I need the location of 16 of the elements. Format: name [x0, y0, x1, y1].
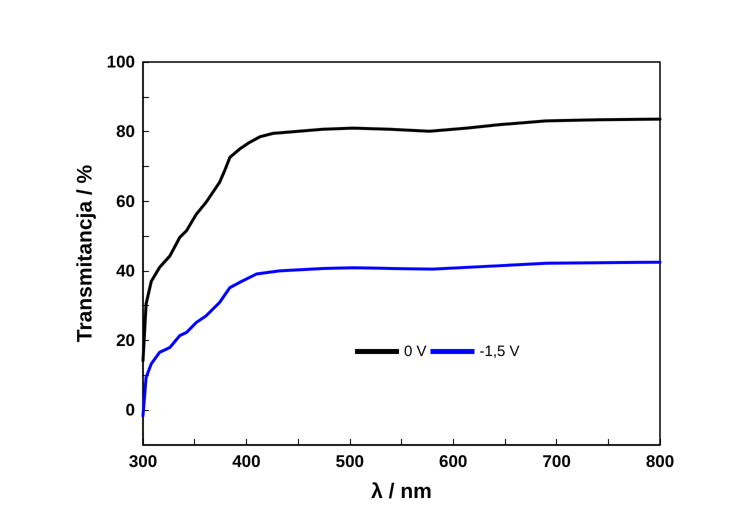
y-tick-label: 100	[106, 52, 135, 72]
y-tick-label: 80	[116, 122, 135, 142]
y-tick-label: 60	[116, 192, 135, 211]
x-axis-title: λ / nm	[371, 480, 432, 503]
x-tick-label: 400	[232, 452, 261, 471]
y-tick-label: 20	[116, 331, 135, 350]
legend-label: 0 V	[404, 343, 427, 360]
legend-label: -1,5 V	[480, 343, 520, 360]
x-tick-label: 800	[646, 452, 674, 471]
x-tick-label: 700	[542, 452, 571, 471]
x-tick-label: 300	[128, 452, 158, 471]
x-tick-label: 500	[336, 452, 364, 471]
y-tick-label: 0	[126, 400, 135, 420]
y-tick-label: 40	[116, 261, 135, 280]
y-axis-title: Transmitancja / %	[74, 164, 97, 342]
x-tick-label: 600	[439, 452, 468, 471]
